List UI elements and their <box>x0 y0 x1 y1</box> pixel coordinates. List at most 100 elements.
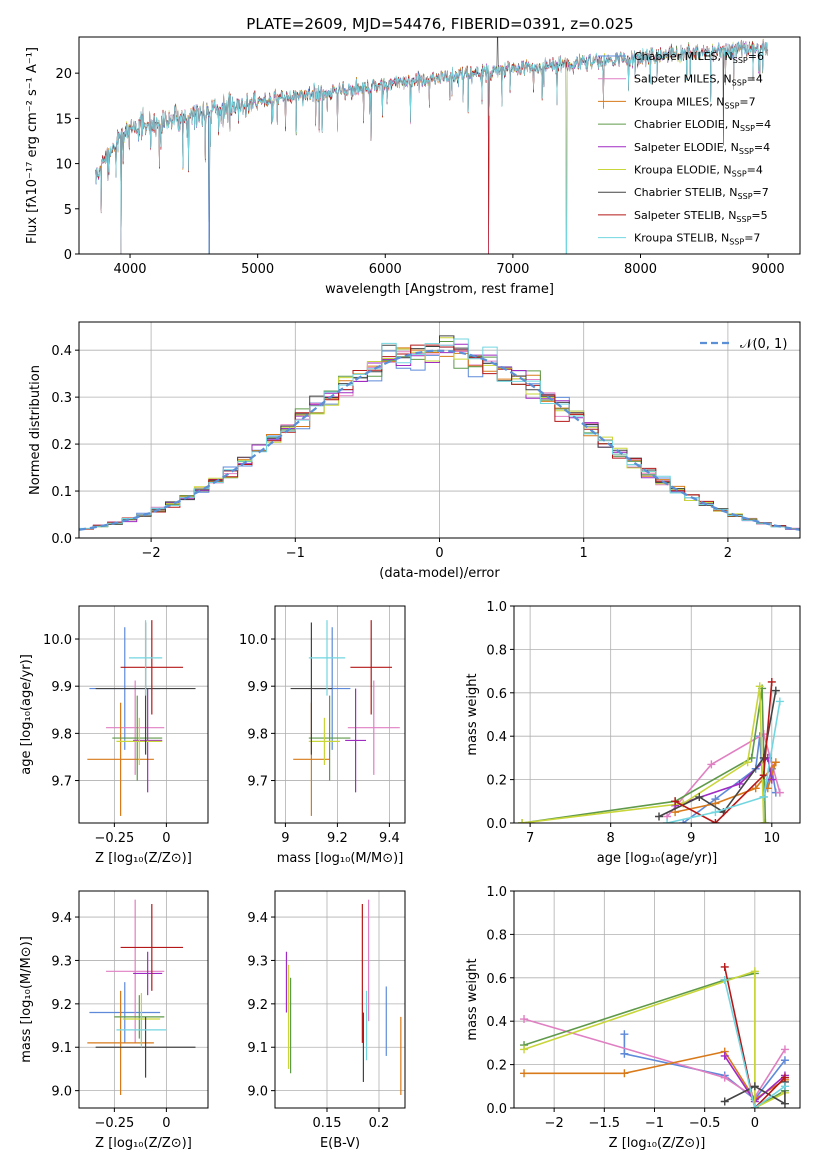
x-tick-label: 9.2 <box>327 831 348 846</box>
weight-point-0-0 <box>620 1030 629 1039</box>
weight-point-1-3 <box>775 788 784 797</box>
y-tick-label: 9.8 <box>247 727 268 742</box>
y-tick-label: 9.3 <box>247 954 268 969</box>
weight-point-7-0 <box>671 797 680 806</box>
x-tick-label: −0.25 <box>94 831 134 846</box>
x-tick-label: −0.25 <box>94 1116 134 1131</box>
y-tick-label: 0.1 <box>51 485 72 500</box>
weight-point-7-3 <box>767 677 776 686</box>
weight-point-8-2 <box>780 1082 789 1091</box>
y-tick-label: 1.0 <box>486 885 507 900</box>
legend-entry-5: Kroupa ELODIE, NSSP=4 <box>634 164 763 179</box>
normal-curve <box>79 349 800 531</box>
y-tick-label: 9.0 <box>247 1085 268 1100</box>
y-tick-label: 0.4 <box>486 730 507 745</box>
x-tick-label: 0 <box>751 1116 759 1131</box>
y-tick-label: 9.9 <box>51 680 72 695</box>
weight-point-8-0 <box>663 819 672 823</box>
plot-area-residuals <box>79 322 800 538</box>
x-tick-label: 0 <box>162 1116 170 1131</box>
plot-area-age_vs_Z <box>79 606 208 823</box>
y-tick-label: 0.0 <box>486 1102 507 1117</box>
x-axis-label: wavelength [Angstrom, rest frame] <box>325 282 554 297</box>
legend-entry-6: Chabrier STELIB, NSSP=7 <box>634 186 769 201</box>
legend-entry-3: Chabrier ELODIE, NSSP=4 <box>634 118 771 133</box>
x-tick-label: 10 <box>764 831 781 846</box>
figure-title: PLATE=2609, MJD=54476, FIBERID=0391, z=0… <box>246 15 633 33</box>
y-tick-label: 0.2 <box>486 1059 507 1074</box>
errorbar-3 <box>308 695 351 781</box>
weight-point-5-4 <box>759 819 768 823</box>
x-tick-label: 5000 <box>241 262 274 277</box>
legend-entry-7: Salpeter STELIB, NSSP=5 <box>634 209 768 224</box>
plot-area-weight_vs_age <box>514 606 800 823</box>
weight-point-6-2 <box>780 1099 789 1108</box>
y-tick-label: 9.2 <box>247 998 268 1013</box>
legend-normal-label: 𝒩(0, 1) <box>740 337 787 352</box>
weight-line-2 <box>674 761 777 813</box>
weight-point-7-2 <box>759 771 768 780</box>
errorbar-1 <box>106 680 165 775</box>
errorbar-4 <box>345 688 366 793</box>
weight-point-0-4 <box>780 1056 789 1065</box>
panel-weight_vs_Z: −2 −1.5 −1 −0.5 0 0.0 0.2 0.4 0.6 0.8 1.0 Z [log₁₀(… <box>465 885 801 1151</box>
x-tick-label: 4000 <box>113 262 146 277</box>
y-tick-label: 0.2 <box>51 438 72 453</box>
y-axis-label: Normed distribution <box>28 365 43 495</box>
x-axis-label: Z [log₁₀(Z/Z⊙)] <box>95 851 192 866</box>
spectrum-legend: Chabrier MILES, NSSP=6 Salpeter MILES, NS… <box>598 50 771 247</box>
panels: 4000 5000 6000 7000 8000 900005101520waveleng… <box>19 36 801 1151</box>
y-tick-label: 0 <box>64 248 72 263</box>
weight-point-7-2 <box>780 1073 789 1082</box>
panel-residuals: −2 −1 0 1 2 0.0 0.1 0.2 0.3 0.4 (data-model)/error… <box>28 321 801 581</box>
x-tick-label: 9000 <box>752 262 785 277</box>
x-tick-label: 9 <box>687 831 695 846</box>
plot-area-mass_vs_EBV <box>275 891 405 1108</box>
weight-point-7-0 <box>720 962 729 971</box>
weight-point-5-0 <box>518 819 527 823</box>
y-tick-label: 10.0 <box>239 633 268 648</box>
x-tick-label: 9.4 <box>379 831 400 846</box>
errorbar-8 <box>128 620 163 696</box>
weight-point-2-0 <box>520 1069 529 1078</box>
weight-point-1-0 <box>520 1015 529 1024</box>
y-tick-label: 0.3 <box>51 391 72 406</box>
x-tick-label: 9 <box>281 831 289 846</box>
weight-line-6 <box>724 1082 786 1106</box>
y-tick-label: 0.6 <box>486 687 507 702</box>
x-tick-label: −1 <box>286 546 305 561</box>
axes-frame <box>78 890 209 1109</box>
x-tick-label: −2 <box>142 546 161 561</box>
axes-frame <box>78 36 801 255</box>
weight-point-7-1 <box>711 819 720 823</box>
y-tick-label: 1.0 <box>486 600 507 615</box>
weight-point-6-1 <box>750 1082 759 1091</box>
x-axis-label: E(B-V) <box>320 1136 360 1151</box>
x-axis-label: age [log₁₀(age/yr)] <box>597 851 718 866</box>
weight-point-5-1 <box>750 967 759 976</box>
weight-point-2-3 <box>771 758 780 767</box>
x-tick-label: −0.5 <box>689 1116 721 1131</box>
plot-area-weight_vs_Z <box>514 891 800 1108</box>
weight-point-6-4 <box>771 686 780 695</box>
errorbar-7 <box>120 620 184 715</box>
weight-point-1-1 <box>720 1073 729 1082</box>
x-tick-label: 2 <box>724 546 732 561</box>
plot-area-age_vs_mass <box>275 606 405 823</box>
axes-frame <box>78 321 801 539</box>
y-tick-label: 9.4 <box>51 911 72 926</box>
y-tick-label: 9.8 <box>51 727 72 742</box>
weight-point-5-0 <box>520 1045 529 1054</box>
legend-entry-0: Chabrier MILES, NSSP=6 <box>634 50 764 65</box>
y-tick-label: 15 <box>55 112 72 127</box>
y-tick-label: 0.4 <box>51 344 72 359</box>
x-tick-label: 0 <box>162 831 170 846</box>
y-axis-label: mass [log₁₀(M/M⊙)] <box>19 936 34 1063</box>
weight-point-3-4 <box>761 819 770 823</box>
panel-mass_vs_EBV: 0.15 0.2 9.0 9.1 9.2 9.3 9.4 E(B-V) <box>247 890 406 1151</box>
x-axis-label: (data-model)/error <box>379 566 500 581</box>
y-tick-label: 9.4 <box>247 911 268 926</box>
errorbar-4 <box>133 688 163 793</box>
weight-point-5-2 <box>743 758 752 767</box>
weight-point-8-1 <box>711 808 720 817</box>
